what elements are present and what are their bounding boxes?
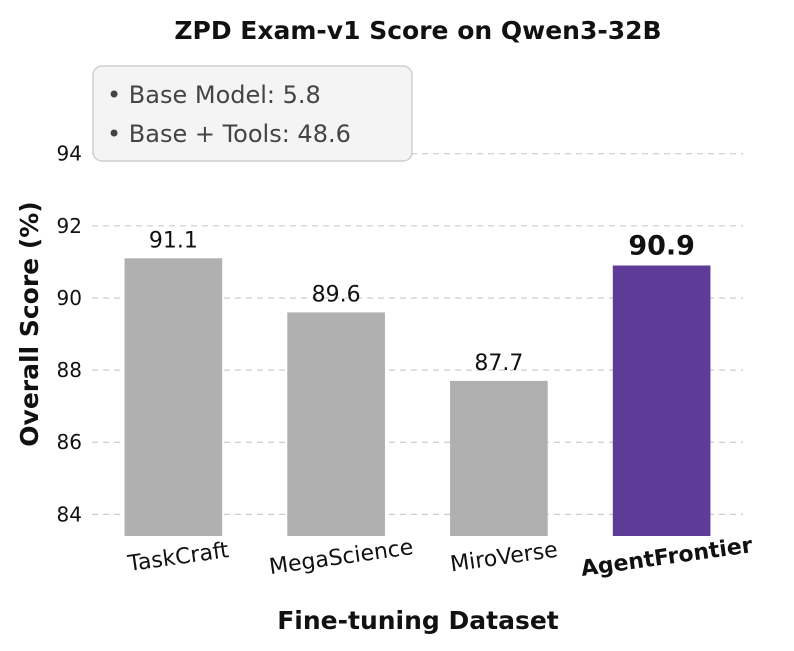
x-tick-label-megascience: MegaScience — [268, 535, 415, 580]
bar-miroverse — [450, 380, 548, 536]
annotation-line-base-model: • Base Model: 5.8 — [107, 81, 321, 109]
x-tick-label-taskcraft: TaskCraft — [126, 538, 231, 577]
y-tick-label-86: 86 — [57, 430, 82, 454]
y-axis-ticks: 84 86 88 90 92 94 — [57, 142, 82, 527]
value-label-taskcraft: 91.1 — [149, 228, 198, 253]
y-axis-label: Overall Score (%) — [15, 201, 44, 446]
value-labels: 91.1 89.6 87.7 90.9 — [149, 228, 695, 376]
y-tick-label-90: 90 — [57, 286, 82, 310]
value-label-megascience: 89.6 — [312, 282, 361, 307]
chart-title: ZPD Exam-v1 Score on Qwen3-32B — [174, 16, 661, 45]
bar-taskcraft — [124, 258, 223, 536]
x-axis-label: Fine-tuning Dataset — [277, 606, 559, 635]
bar-megascience — [287, 312, 385, 536]
x-tick-label-agentfrontier: AgentFrontier — [579, 533, 754, 582]
y-tick-label-92: 92 — [57, 214, 82, 238]
bars — [124, 258, 711, 536]
annotation-box: • Base Model: 5.8 • Base + Tools: 48.6 — [92, 65, 413, 162]
y-tick-label-94: 94 — [57, 142, 82, 166]
x-axis-ticks: TaskCraft MegaScience MiroVerse AgentFronti… — [126, 533, 755, 582]
annotation-line-base-tools: • Base + Tools: 48.6 — [107, 120, 351, 148]
y-tick-label-88: 88 — [57, 358, 82, 382]
value-label-miroverse: 87.7 — [474, 351, 523, 376]
y-tick-label-84: 84 — [57, 502, 82, 526]
x-tick-label-miroverse: MiroVerse — [449, 538, 559, 578]
bar-agentfrontier — [612, 265, 711, 536]
value-label-agentfrontier: 90.9 — [628, 231, 695, 262]
annotation-background — [92, 65, 413, 162]
